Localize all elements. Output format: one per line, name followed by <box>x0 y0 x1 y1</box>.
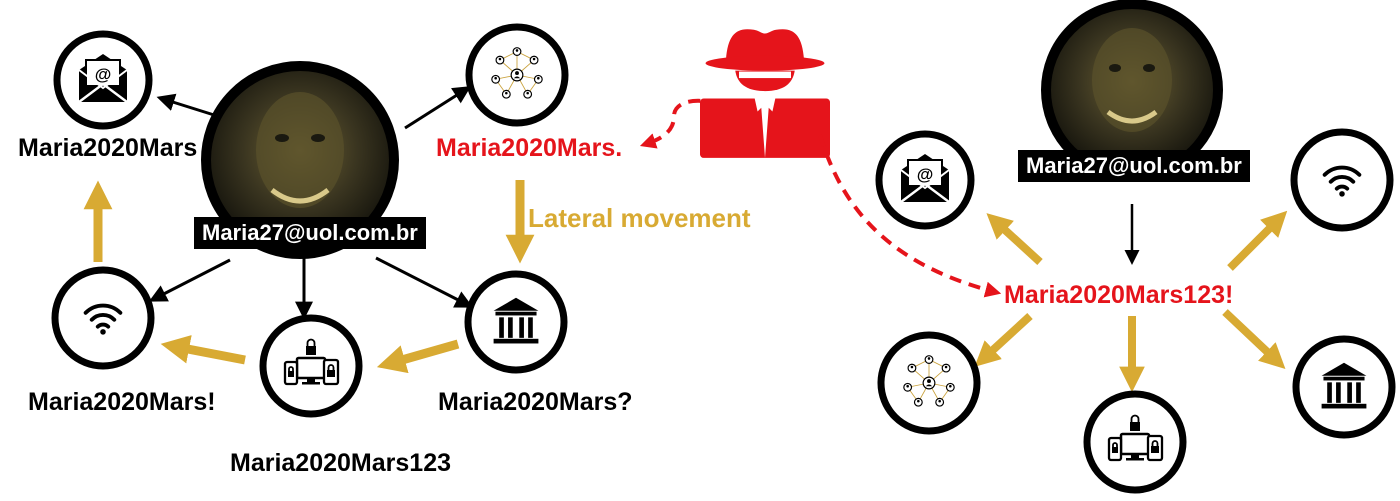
email-badge-right: Maria27@uol.com.br <box>1018 150 1250 183</box>
bank-node-right <box>1292 335 1396 439</box>
arrow-to-wifi <box>148 258 231 302</box>
wifi-node <box>51 266 155 370</box>
hacker-hat-icon <box>700 29 830 158</box>
network-node-right <box>877 331 981 435</box>
envelope-at-icon <box>77 52 129 104</box>
person-avatar-right <box>1041 0 1223 181</box>
attack-arrow-right <box>818 134 1002 298</box>
right-scenario <box>875 0 1396 494</box>
arrow-to-bank <box>375 256 474 308</box>
password-label-email: Maria2020Mars <box>18 134 198 162</box>
reuse-arrow-bank <box>1222 309 1286 370</box>
lateral-arrow-devices-to-wifi <box>160 335 246 365</box>
shared-password-label: Maria2020Mars123! <box>1004 281 1234 309</box>
lateral-movement-label: Lateral movement <box>528 203 751 233</box>
lateral-arrow-bank-to-devices <box>376 339 460 374</box>
reuse-arrow-network <box>974 313 1033 367</box>
envelope-at-icon <box>899 152 951 204</box>
arrow-to-network <box>404 86 472 130</box>
left-scenario <box>51 23 569 418</box>
password-label-bank: Maria2020Mars? <box>438 388 633 416</box>
wifi-node-right <box>1290 128 1394 232</box>
password-label-devices: Maria2020Mars123 <box>230 449 451 477</box>
devices-node <box>259 314 363 418</box>
attacker <box>639 29 1002 298</box>
network-node <box>465 23 569 127</box>
password-label-wifi: Maria2020Mars! <box>28 388 216 416</box>
devices-node-right <box>1083 390 1187 494</box>
bank-node <box>464 270 568 374</box>
reuse-arrow-email <box>986 213 1043 265</box>
email-badge-left: Maria27@uol.com.br <box>194 217 426 250</box>
reuse-arrow-wifi <box>1227 210 1288 271</box>
password-label-network: Maria2020Mars. <box>436 134 623 162</box>
email-node <box>53 30 153 130</box>
person-avatar <box>201 61 399 259</box>
email-node-right <box>875 130 975 230</box>
attack-arrow-left <box>639 98 721 149</box>
